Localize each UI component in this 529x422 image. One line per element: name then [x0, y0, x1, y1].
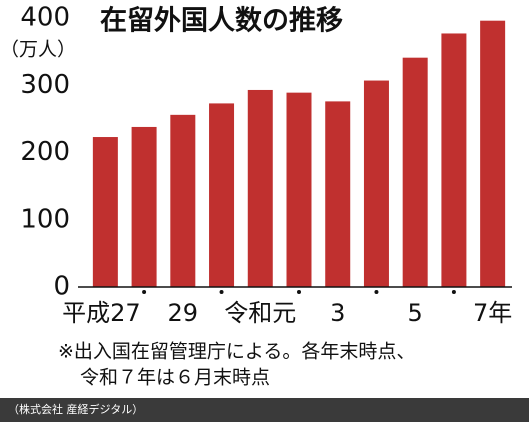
bar: [286, 92, 312, 288]
y-tick-label: 300: [20, 70, 70, 100]
x-tick-label: 3: [330, 299, 345, 327]
tick-dot: [219, 290, 224, 294]
note: ※出入国在留管理庁による。各年末時点、: [58, 341, 415, 363]
bar: [131, 126, 157, 287]
note: 令和７年は６月末時点: [80, 367, 270, 389]
bar: [363, 80, 389, 287]
bar: [402, 57, 428, 287]
bar: [325, 101, 351, 287]
bar: [209, 103, 235, 287]
y-tick-label: 400: [20, 3, 70, 33]
tick-dot: [451, 290, 456, 294]
tick-dot: [142, 290, 147, 294]
y-tick-label: 100: [20, 204, 70, 234]
tick-dot: [374, 290, 379, 294]
chart-title: 在留外国人数の推移: [100, 6, 343, 37]
x-tick-label: 29: [168, 299, 199, 327]
bar: [170, 114, 196, 287]
tick-dot: [297, 290, 301, 294]
footer-band: [0, 398, 529, 422]
bar: [92, 137, 118, 287]
bar: [441, 33, 467, 287]
credit: （株式会社 産経デジタル）: [8, 402, 143, 416]
y-axis-label: （万人）: [0, 39, 76, 61]
x-tick-label: 7年: [473, 299, 512, 327]
x-tick-label: 5: [408, 299, 423, 327]
y-tick-label: 0: [53, 272, 70, 302]
bar: [480, 20, 506, 287]
bar: [247, 89, 273, 288]
x-tick-label: 令和元: [224, 299, 296, 327]
y-tick-label: 200: [20, 137, 70, 167]
x-tick-label: 平成27: [62, 299, 141, 327]
